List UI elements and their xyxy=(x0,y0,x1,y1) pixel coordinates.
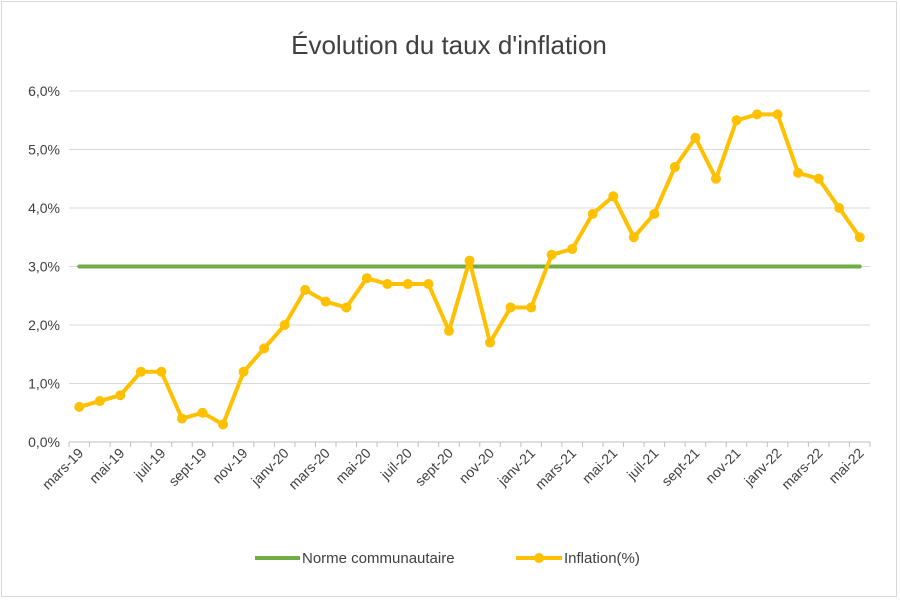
data-point xyxy=(176,413,187,424)
y-tick-label: 2,0% xyxy=(28,317,60,333)
legend-label-norme: Norme communautaire xyxy=(302,550,455,567)
legend-label-inflation: Inflation(%) xyxy=(564,550,640,567)
data-point xyxy=(156,366,167,377)
series-layer xyxy=(74,109,865,430)
data-point xyxy=(793,167,804,178)
y-tick-label: 3,0% xyxy=(28,259,60,275)
data-point xyxy=(259,343,270,354)
data-point xyxy=(94,396,105,407)
x-tick-label: juil-19 xyxy=(130,445,169,484)
y-tick-label: 4,0% xyxy=(28,200,60,216)
series-line-inflation xyxy=(77,112,862,427)
data-point xyxy=(628,232,639,243)
x-tick-label: mai-19 xyxy=(86,445,128,487)
legend: Norme communautaire Inflation(%) xyxy=(255,550,640,567)
x-tick-label: janv-21 xyxy=(494,445,539,490)
data-point xyxy=(300,284,311,295)
data-point xyxy=(361,273,372,284)
chart-title: Évolution du taux d'inflation xyxy=(291,30,607,60)
data-point xyxy=(505,302,516,313)
x-tick-label: sept-19 xyxy=(165,445,209,489)
y-tick-label: 0,0% xyxy=(28,434,60,450)
data-point xyxy=(854,232,865,243)
data-point xyxy=(382,279,393,290)
data-point xyxy=(218,419,229,430)
x-tick-label: mai-21 xyxy=(579,445,621,487)
y-tick-label: 5,0% xyxy=(28,142,60,158)
data-point xyxy=(238,366,249,377)
data-point xyxy=(690,132,701,143)
data-point xyxy=(649,208,660,219)
data-point xyxy=(485,337,496,348)
data-point xyxy=(320,296,331,307)
x-tick-label: juil-21 xyxy=(623,445,662,484)
data-point xyxy=(526,302,537,313)
data-point xyxy=(752,109,763,120)
data-point xyxy=(772,109,783,120)
data-point xyxy=(546,249,557,260)
data-point xyxy=(567,243,578,254)
x-tick-label: mars-19 xyxy=(39,445,87,493)
data-point xyxy=(834,203,845,213)
x-tick-label: mars-22 xyxy=(778,445,826,493)
data-point xyxy=(115,390,126,401)
data-point xyxy=(731,115,742,126)
data-point xyxy=(608,191,619,202)
data-point xyxy=(135,366,146,377)
x-tick-label: janv-22 xyxy=(740,445,785,490)
data-point xyxy=(402,279,413,290)
x-tick-label: sept-20 xyxy=(412,445,456,489)
data-point xyxy=(464,255,475,266)
x-tick-label: juil-20 xyxy=(377,445,416,484)
data-point xyxy=(279,320,290,330)
data-point xyxy=(813,173,824,184)
data-point xyxy=(74,401,85,412)
data-point xyxy=(443,325,454,336)
x-tick-label: mai-20 xyxy=(332,445,374,487)
x-tick-label: mars-20 xyxy=(285,445,333,493)
legend-marker-inflation xyxy=(534,553,544,563)
x-tick-label: nov-20 xyxy=(456,445,498,487)
x-tick-label: nov-19 xyxy=(209,445,251,487)
x-tick-label: sept-21 xyxy=(658,445,702,489)
x-tick-label: mai-22 xyxy=(825,445,867,487)
y-tick-label: 1,0% xyxy=(28,376,60,392)
x-tick-label: mars-21 xyxy=(532,445,580,493)
y-axis: 0,0% 1,0% 2,0% 3,0% 4,0% 5,0% 6,0% xyxy=(28,83,60,450)
data-point xyxy=(669,162,680,173)
data-point xyxy=(341,302,352,313)
data-point xyxy=(710,173,721,184)
y-tick-label: 6,0% xyxy=(28,83,60,99)
data-point xyxy=(197,407,208,418)
data-point xyxy=(587,208,598,219)
x-tick-label: nov-21 xyxy=(702,445,744,487)
data-point xyxy=(423,279,434,290)
x-tick-label: janv-20 xyxy=(247,445,292,490)
